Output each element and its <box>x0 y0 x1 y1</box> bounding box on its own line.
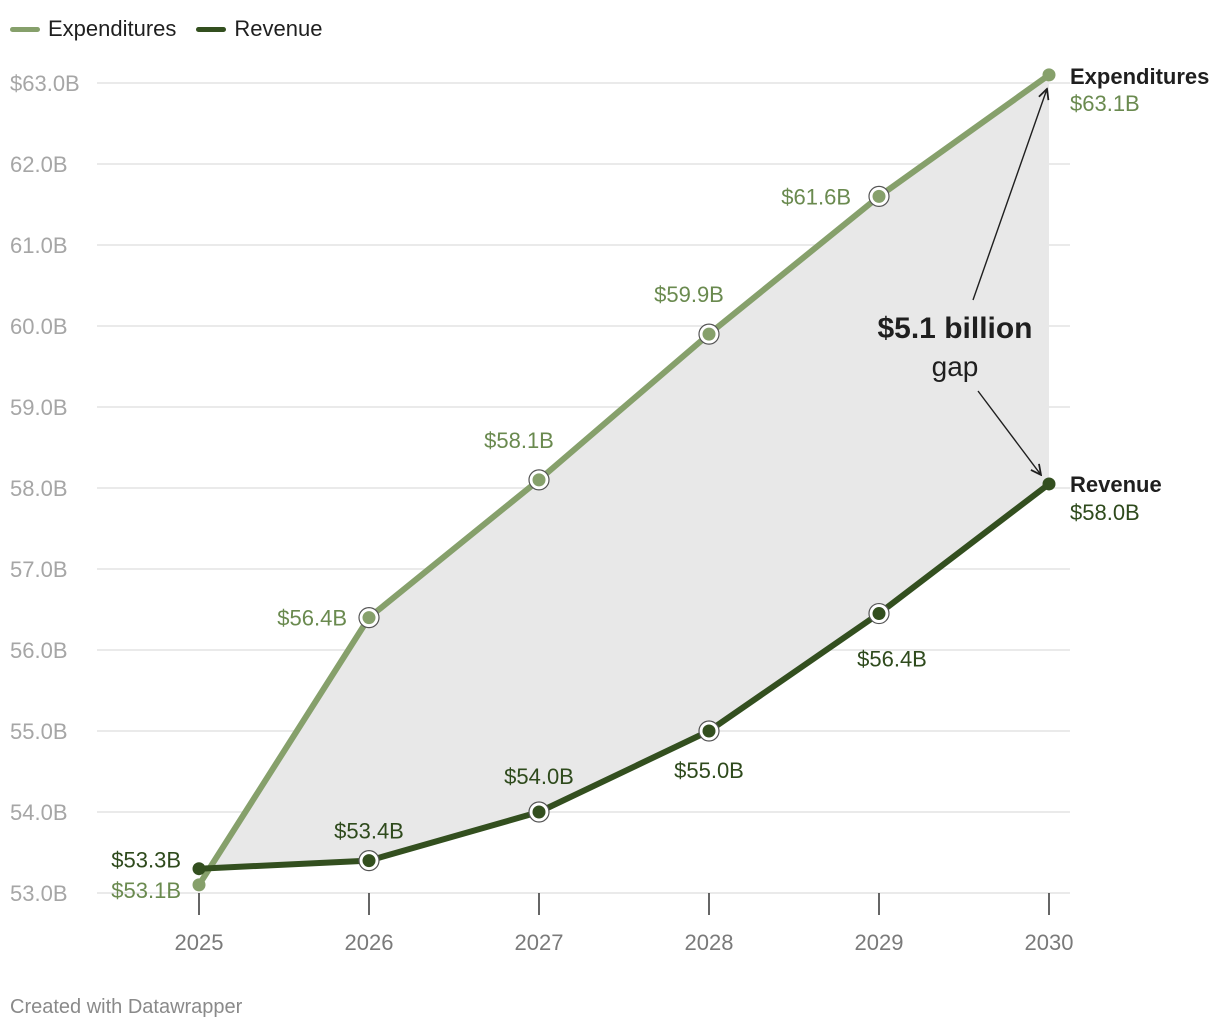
y-tick-label: 57.0B <box>10 557 68 582</box>
point-expenditures <box>532 473 546 487</box>
data-label-revenue: $53.4B <box>334 819 404 844</box>
y-tick-label: 56.0B <box>10 638 68 663</box>
y-tick-label: 53.0B <box>10 881 68 906</box>
data-label-revenue: $58.0B <box>1070 500 1140 525</box>
legend-swatch-expenditures <box>10 26 40 32</box>
data-label-expenditures: $56.4B <box>277 606 347 631</box>
y-tick-label: 54.0B <box>10 800 68 825</box>
y-tick-label: 59.0B <box>10 395 68 420</box>
point-revenue <box>1042 477 1056 491</box>
point-revenue <box>532 805 546 819</box>
series-line-revenue <box>196 480 1052 872</box>
annotation-gap-title: $5.1 billion <box>877 312 1032 345</box>
point-expenditures <box>702 327 716 341</box>
x-tick-label: 2029 <box>855 930 904 955</box>
data-label-expenditures: $61.6B <box>781 184 851 209</box>
end-label-revenue: Revenue <box>1070 472 1162 497</box>
data-label-revenue: $56.4B <box>857 647 927 672</box>
y-tick-label: 61.0B <box>10 233 68 258</box>
data-label-expenditures: $59.9B <box>654 282 724 307</box>
x-tick-label: 2028 <box>685 930 734 955</box>
point-revenue <box>192 862 206 876</box>
legend-label-revenue: Revenue <box>234 16 323 41</box>
legend-swatch-revenue <box>196 26 227 32</box>
legend-item-revenue[interactable]: Revenue <box>196 16 323 42</box>
y-tick-label: 55.0B <box>10 719 68 744</box>
point-expenditures <box>192 878 206 892</box>
gap-area <box>209 74 1049 869</box>
x-tick-label: 2025 <box>175 930 224 955</box>
point-expenditures <box>872 189 886 203</box>
point-revenue <box>872 607 886 621</box>
data-label-revenue: $53.3B <box>111 848 181 873</box>
y-tick-label: 58.0B <box>10 476 68 501</box>
data-label-expenditures: $58.1B <box>484 428 554 453</box>
y-tick-label: 60.0B <box>10 314 68 339</box>
annotation-arrow-expenditures <box>972 89 1047 301</box>
series-line-expenditures <box>196 71 1052 888</box>
data-label-revenue: $54.0B <box>504 764 574 789</box>
end-label-expenditures: Expenditures <box>1070 64 1209 89</box>
legend-label-expenditures: Expenditures <box>48 16 177 41</box>
point-revenue <box>362 854 376 868</box>
data-label-expenditures: $53.1B <box>111 878 181 903</box>
point-expenditures <box>362 611 376 625</box>
x-tick-label: 2027 <box>515 930 564 955</box>
annotation-gap-subtitle: gap <box>932 351 979 382</box>
point-revenue <box>702 724 716 738</box>
point-expenditures <box>1042 68 1056 82</box>
data-label-expenditures: $63.1B <box>1070 91 1140 116</box>
x-tick-label: 2030 <box>1025 930 1074 955</box>
data-label-revenue: $55.0B <box>674 758 744 783</box>
x-tick-label: 2026 <box>345 930 394 955</box>
line-chart: $63.0B 62.0B 61.0B 60.0B 59.0B 58.0B 57.0B 56.0… <box>10 64 1209 955</box>
legend: Expenditures Revenue <box>10 16 323 42</box>
annotation-arrow-revenue <box>977 390 1041 475</box>
legend-item-expenditures[interactable]: Expenditures <box>10 16 176 42</box>
y-tick-label: $63.0B <box>10 71 80 96</box>
footer-credit: Created with Datawrapper <box>10 996 243 1018</box>
y-tick-label: 62.0B <box>10 152 68 177</box>
